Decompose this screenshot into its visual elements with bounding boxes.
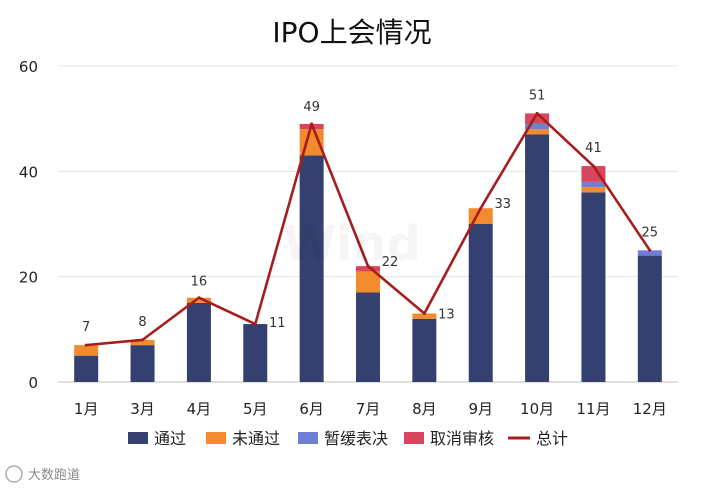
data-label: 16 <box>191 275 208 290</box>
legend-label: 通过 <box>154 429 186 448</box>
legend-label: 总计 <box>536 429 568 448</box>
bar-segment <box>356 271 380 293</box>
bar-segment <box>581 192 606 382</box>
legend-item: 暂缓表决 <box>298 429 388 448</box>
watermark-center-text: Wind <box>283 216 421 272</box>
legend-item: 通过 <box>128 429 186 448</box>
total-point <box>366 264 370 268</box>
data-label: 7 <box>82 320 90 335</box>
bar-segment <box>74 345 99 356</box>
total-point <box>535 111 539 115</box>
legend-item: 总计 <box>508 429 568 448</box>
data-label: 41 <box>585 141 602 156</box>
total-point <box>141 338 145 342</box>
data-label: 11 <box>269 316 286 331</box>
watermark-corner-text: 大数跑道 <box>28 468 80 483</box>
legend-item: 取消审核 <box>404 429 494 448</box>
total-point <box>591 164 595 168</box>
x-tick-label: 12月 <box>633 400 667 418</box>
total-point <box>197 296 201 300</box>
x-tick-label: 4月 <box>187 400 212 418</box>
x-tick-label: 3月 <box>130 400 155 418</box>
watermark-corner: 大数跑道 <box>5 465 80 483</box>
bar-segment <box>130 339 155 346</box>
legend-label: 未通过 <box>232 429 280 448</box>
x-tick-label: 8月 <box>412 400 437 418</box>
x-tick-label: 5月 <box>243 400 268 418</box>
total-point <box>648 248 652 252</box>
data-label: 13 <box>438 308 455 323</box>
bar-layer <box>74 113 662 382</box>
x-tick-label: 10月 <box>520 400 554 418</box>
y-tick-label: 0 <box>28 374 38 392</box>
data-label: 51 <box>529 88 546 103</box>
data-label: 25 <box>642 225 659 240</box>
bar-segment <box>468 224 493 382</box>
bar-segment <box>581 181 606 188</box>
legend-label: 取消审核 <box>430 429 494 448</box>
total-point <box>422 312 426 316</box>
data-label: 8 <box>138 315 146 330</box>
y-tick-label: 60 <box>19 58 38 76</box>
bar-segment <box>525 113 550 124</box>
x-tick-label: 11月 <box>576 400 610 418</box>
bar-segment <box>356 266 380 272</box>
bar-segment <box>581 166 606 182</box>
bar-segment <box>525 134 550 382</box>
label-layer: 7 8 16 11 49 22 13 33 51 41 25 <box>82 88 658 335</box>
x-tick-label: 9月 <box>468 400 493 418</box>
x-tick-label: 7月 <box>356 400 381 418</box>
y-tick-label: 40 <box>19 163 38 181</box>
bar-segment <box>637 255 662 382</box>
legend-label: 暂缓表决 <box>324 429 388 448</box>
data-label: 49 <box>303 100 320 115</box>
total-point <box>253 322 257 326</box>
y-tick-label: 20 <box>19 269 38 287</box>
data-label: 33 <box>494 197 511 212</box>
legend-item: 未通过 <box>206 429 280 448</box>
legend-swatch <box>206 432 226 444</box>
bar-segment <box>581 187 606 193</box>
data-label: 22 <box>382 255 399 270</box>
line-layer <box>84 111 652 347</box>
bar-segment <box>130 345 155 382</box>
bar-segment <box>186 303 211 382</box>
chart-title: IPO上会情况 <box>272 16 431 49</box>
bar-segment <box>299 155 324 382</box>
watermark-logo-icon <box>5 465 23 483</box>
legend-swatch <box>404 432 424 444</box>
legend-swatch <box>128 432 148 444</box>
bar-segment <box>243 324 268 382</box>
bar-segment <box>74 355 99 382</box>
legend: 通过 未通过 暂缓表决 取消审核 总计 <box>128 429 568 448</box>
x-tick-label: 6月 <box>299 400 324 418</box>
legend-swatch <box>298 432 318 444</box>
total-point <box>310 122 314 126</box>
total-point <box>84 343 88 347</box>
bar-segment <box>637 250 662 256</box>
bar-segment <box>525 129 550 135</box>
bar-segment <box>412 313 437 319</box>
x-tick-label: 1月 <box>74 400 99 418</box>
bar-segment <box>186 297 211 303</box>
bar-segment <box>412 318 437 382</box>
axis-layer: 0 20 40 60 1月 3月 4月 5月 6月 7月 8月 9月 10月 11月 12月 <box>19 58 667 418</box>
bar-segment <box>356 292 380 382</box>
bar-segment <box>525 123 550 130</box>
total-point <box>479 206 483 210</box>
